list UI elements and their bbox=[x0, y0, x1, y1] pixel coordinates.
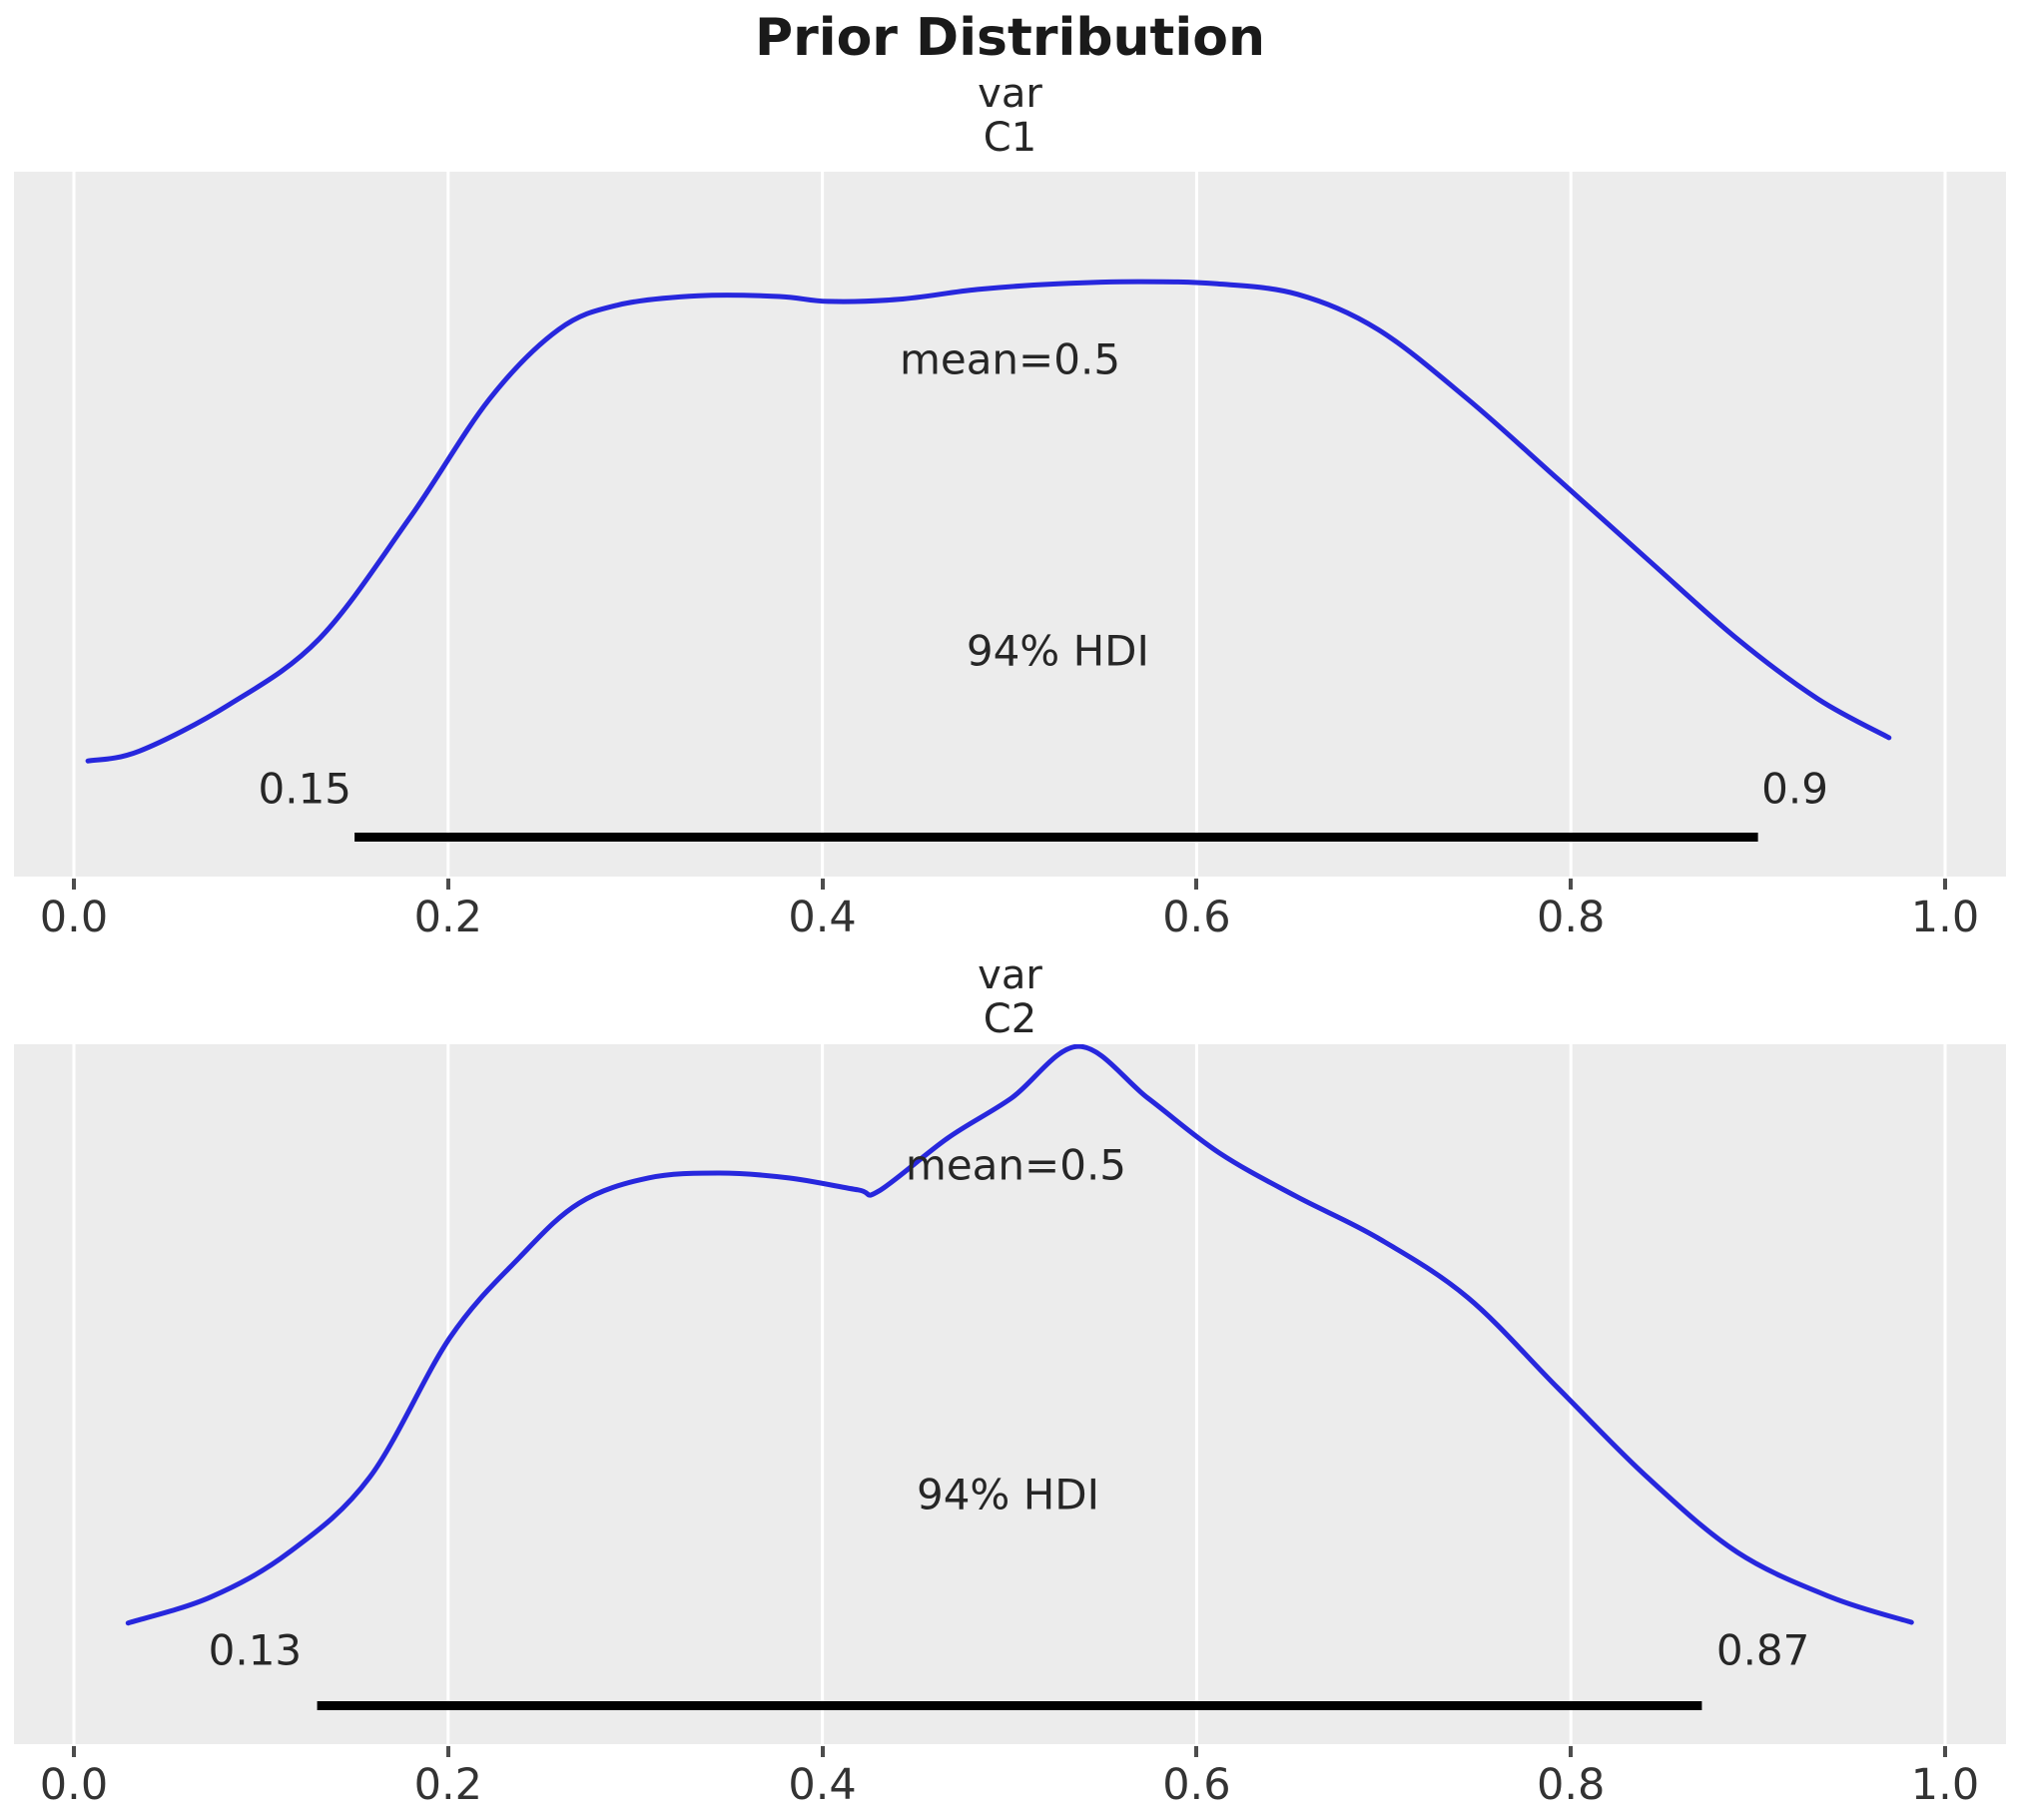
x-tick-mark bbox=[445, 1746, 450, 1757]
hdi-lower-value: 0.15 bbox=[258, 764, 352, 814]
subplot-title-c2: var C2 bbox=[0, 953, 2020, 1041]
x-tick-label: 0.8 bbox=[1536, 1760, 1606, 1810]
x-tick-label: 0.4 bbox=[788, 1760, 857, 1810]
x-tick-mark bbox=[1569, 879, 1574, 890]
x-tick-label: 0.6 bbox=[1162, 893, 1231, 942]
x-tick-label: 0.6 bbox=[1162, 1760, 1231, 1810]
x-tick-label: 0.0 bbox=[39, 893, 109, 942]
subplot-var-label: var bbox=[978, 71, 1042, 117]
gridline bbox=[1569, 1044, 1573, 1744]
gridline bbox=[446, 1044, 450, 1744]
x-tick-mark bbox=[445, 879, 450, 890]
x-tick-mark bbox=[1194, 879, 1199, 890]
x-tick-mark bbox=[820, 879, 825, 890]
gridline bbox=[1569, 172, 1573, 877]
mean-annotation: mean=0.5 bbox=[899, 334, 1121, 384]
gridline bbox=[72, 1044, 76, 1744]
kde-panel-c2: mean=0.5 94% HDI 0.13 0.87 bbox=[14, 1044, 2006, 1744]
hdi-annotation: 94% HDI bbox=[916, 1470, 1100, 1519]
subplot-coord-label: C2 bbox=[983, 996, 1037, 1042]
kde-panel-c1: mean=0.5 94% HDI 0.15 0.9 bbox=[14, 172, 2006, 877]
kde-curve bbox=[125, 1044, 1914, 1626]
x-tick-mark bbox=[1194, 1746, 1199, 1757]
hdi-upper-value: 0.9 bbox=[1761, 764, 1828, 814]
gridline bbox=[72, 172, 76, 877]
kde-curve bbox=[85, 279, 1892, 764]
hdi-lower-value: 0.13 bbox=[208, 1625, 303, 1675]
x-tick-label: 0.4 bbox=[788, 893, 857, 942]
hdi-upper-value: 0.87 bbox=[1715, 1625, 1810, 1675]
x-tick-mark bbox=[1569, 1746, 1574, 1757]
hdi-interval-bar bbox=[354, 833, 1758, 842]
subplot-title-c1: var C1 bbox=[0, 72, 2020, 160]
x-tick-label: 0.2 bbox=[413, 893, 482, 942]
kde-plot-c1 bbox=[72, 172, 1947, 877]
hdi-annotation: 94% HDI bbox=[966, 626, 1149, 676]
x-tick-label: 0.2 bbox=[413, 1760, 482, 1810]
gridline bbox=[1194, 1044, 1198, 1744]
x-tick-label: 0.8 bbox=[1536, 893, 1606, 942]
gridline bbox=[1194, 172, 1198, 877]
gridline bbox=[1943, 172, 1947, 877]
gridline bbox=[1943, 1044, 1947, 1744]
kde-plot-c2 bbox=[72, 1044, 1947, 1744]
x-tick-mark bbox=[72, 1746, 76, 1757]
hdi-interval-bar bbox=[317, 1701, 1702, 1710]
gridline bbox=[821, 1044, 825, 1744]
x-tick-label: 1.0 bbox=[1910, 1760, 1980, 1810]
mean-annotation: mean=0.5 bbox=[905, 1140, 1127, 1190]
x-tick-mark bbox=[820, 1746, 825, 1757]
gridline bbox=[446, 172, 450, 877]
x-tick-mark bbox=[1943, 1746, 1947, 1757]
figure-title: Prior Distribution bbox=[755, 8, 1265, 68]
gridline bbox=[821, 172, 825, 877]
x-tick-mark bbox=[1943, 879, 1947, 890]
x-tick-label: 1.0 bbox=[1910, 893, 1980, 942]
subplot-var-label: var bbox=[978, 952, 1042, 998]
x-tick-mark bbox=[72, 879, 76, 890]
x-tick-label: 0.0 bbox=[39, 1760, 109, 1810]
subplot-coord-label: C1 bbox=[983, 115, 1037, 161]
